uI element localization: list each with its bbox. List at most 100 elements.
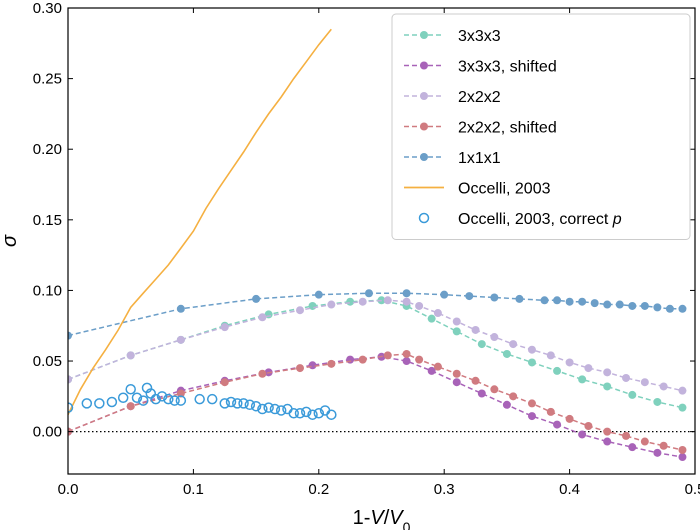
data-point bbox=[477, 389, 486, 398]
data-point bbox=[678, 453, 687, 462]
series-line bbox=[68, 299, 683, 409]
series-1x1x1 bbox=[68, 289, 687, 340]
data-point bbox=[402, 357, 411, 366]
data-point bbox=[578, 297, 587, 306]
data-point bbox=[346, 297, 355, 306]
legend-swatch-marker bbox=[420, 92, 428, 100]
data-point bbox=[308, 361, 317, 370]
data-point bbox=[314, 290, 323, 299]
data-point bbox=[490, 293, 499, 302]
data-point bbox=[258, 369, 267, 378]
axis-ticks: 0.0 0.1 0.2 0.3 0.4 0.5 0.00 0.05 0.10 0.15 0.20 0.… bbox=[33, 0, 700, 498]
series-occelli-2003-correct-p bbox=[68, 382, 337, 420]
y-axis-label: σ bbox=[0, 234, 21, 247]
legend-item-2x2x2-shifted: 2x2x2, shifted bbox=[404, 120, 557, 137]
data-point bbox=[653, 397, 662, 406]
data-point bbox=[402, 349, 411, 358]
data-point bbox=[295, 306, 304, 315]
data-point bbox=[465, 292, 474, 301]
data-point bbox=[490, 333, 499, 342]
data-point bbox=[117, 392, 129, 403]
data-point bbox=[527, 345, 536, 354]
data-point bbox=[546, 351, 555, 360]
data-point bbox=[415, 301, 424, 310]
data-point bbox=[659, 382, 668, 391]
data-point bbox=[238, 398, 249, 409]
data-point bbox=[678, 403, 687, 412]
data-point bbox=[452, 327, 461, 336]
data-point bbox=[275, 405, 287, 416]
y-tick-label: 0.25 bbox=[33, 71, 62, 88]
data-point bbox=[176, 304, 185, 313]
data-point bbox=[156, 391, 168, 402]
data-point bbox=[433, 309, 442, 318]
data-point bbox=[678, 445, 687, 454]
data-point bbox=[427, 366, 436, 375]
data-point bbox=[219, 398, 230, 409]
data-point bbox=[471, 325, 480, 334]
data-point bbox=[206, 393, 218, 405]
data-point bbox=[546, 407, 555, 416]
data-point bbox=[383, 296, 392, 305]
legend-swatch-marker bbox=[420, 153, 428, 161]
data-point bbox=[603, 427, 612, 436]
data-point bbox=[628, 301, 637, 310]
plot-clip-group bbox=[68, 28, 695, 462]
legend: 3x3x3 3x3x3, shifted 2x2x2 2x2x2, shifted 1x… bbox=[391, 13, 691, 240]
data-point bbox=[515, 294, 524, 303]
data-point bbox=[194, 393, 205, 405]
x-tick-label: 0.3 bbox=[434, 481, 455, 498]
legend-label: 3x3x3 bbox=[458, 28, 501, 45]
x-axis-label-var2: V bbox=[389, 507, 404, 529]
series-line bbox=[68, 299, 683, 392]
data-point bbox=[665, 304, 674, 313]
data-point bbox=[358, 297, 367, 306]
data-point bbox=[68, 402, 74, 413]
data-point bbox=[678, 304, 687, 313]
data-point bbox=[603, 300, 612, 309]
data-point bbox=[433, 362, 442, 371]
data-point bbox=[294, 408, 306, 419]
data-point bbox=[220, 323, 229, 332]
data-point bbox=[565, 297, 574, 306]
legend-item-occelli-2003: Occelli, 2003 bbox=[404, 181, 551, 198]
data-point bbox=[307, 409, 318, 420]
legend-label: 2x2x2 bbox=[458, 89, 501, 106]
series-line bbox=[68, 356, 683, 458]
data-point bbox=[527, 399, 536, 408]
x-axis-label: 1-V/V0 bbox=[353, 507, 411, 530]
data-point bbox=[126, 402, 135, 411]
data-point bbox=[490, 385, 499, 394]
y-tick-label: 0.20 bbox=[33, 141, 62, 158]
legend-swatch-marker bbox=[420, 61, 428, 70]
x-axis-label-sep: / bbox=[384, 507, 390, 529]
data-point bbox=[553, 296, 562, 305]
data-point bbox=[176, 335, 185, 344]
data-point bbox=[358, 355, 367, 364]
data-point bbox=[427, 314, 436, 323]
series-2x2x2 bbox=[68, 296, 687, 395]
data-point bbox=[509, 392, 518, 401]
data-point bbox=[301, 406, 312, 418]
data-point bbox=[126, 351, 135, 360]
data-point bbox=[415, 355, 424, 364]
data-point bbox=[622, 373, 631, 382]
plot-frame bbox=[67, 7, 696, 475]
series-occelli-2003 bbox=[68, 28, 332, 416]
legend-swatch-marker bbox=[420, 31, 428, 39]
data-point bbox=[263, 402, 274, 413]
legend-swatch-marker bbox=[418, 212, 430, 224]
legend-box bbox=[391, 13, 691, 240]
data-point bbox=[452, 369, 461, 378]
data-point bbox=[452, 378, 461, 387]
data-point bbox=[659, 441, 668, 450]
legend-label: 3x3x3, shifted bbox=[458, 59, 557, 76]
x-tick-label: 0.5 bbox=[685, 481, 700, 498]
legend-item-3x3x3-shifted: 3x3x3, shifted bbox=[404, 59, 557, 76]
data-point bbox=[603, 368, 612, 377]
data-point bbox=[540, 296, 549, 305]
series-2x2x2-shifted bbox=[68, 349, 687, 454]
x-axis-label-var: V bbox=[370, 507, 385, 529]
data-point bbox=[402, 297, 411, 306]
data-point bbox=[527, 412, 536, 421]
